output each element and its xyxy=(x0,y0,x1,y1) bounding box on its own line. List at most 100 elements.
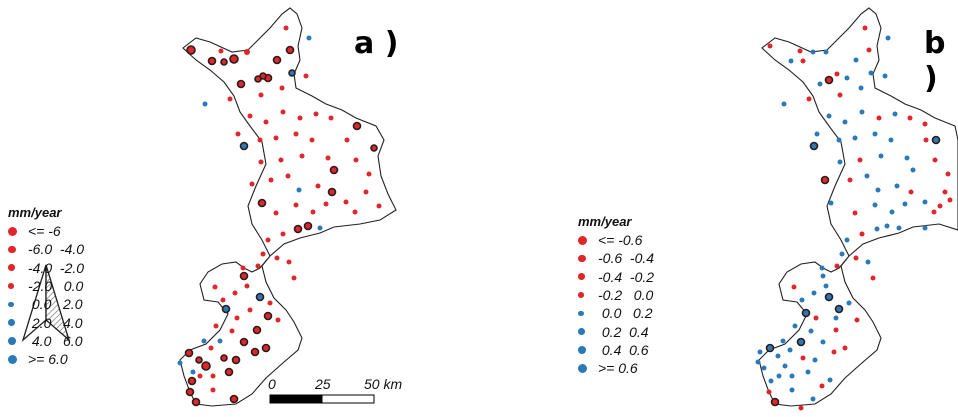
legend-title-b: mm/year xyxy=(578,214,632,229)
station-point xyxy=(285,173,291,179)
station-point xyxy=(296,187,302,193)
station-point xyxy=(244,49,250,55)
station-point xyxy=(249,181,255,187)
station-point xyxy=(293,202,299,208)
station-point xyxy=(875,187,881,193)
station-point xyxy=(889,209,895,215)
legend-label: -0.6 -0.4 xyxy=(598,250,655,267)
station-point xyxy=(872,131,878,137)
legend-entry: >= 6.0 xyxy=(8,350,84,368)
station-point xyxy=(255,292,265,302)
station-point xyxy=(837,159,843,165)
legend-title-a: mm/year xyxy=(8,205,62,220)
station-point xyxy=(218,48,224,54)
station-point xyxy=(834,263,840,269)
station-point xyxy=(820,273,826,279)
legend-entry: <= -0.6 xyxy=(578,231,654,249)
station-point xyxy=(842,345,848,351)
station-point xyxy=(366,171,372,177)
station-point xyxy=(254,75,262,83)
station-point xyxy=(297,115,303,121)
station-point xyxy=(820,339,826,345)
station-point xyxy=(267,300,273,306)
station-point xyxy=(857,157,863,163)
station-point xyxy=(279,85,285,91)
station-point xyxy=(291,275,297,281)
station-point xyxy=(177,360,183,366)
station-point xyxy=(229,394,239,404)
legend-b: mm/year <= -0.6 -0.6 -0.4 -0.4 -0.2 -0.2 0.… xyxy=(578,214,654,377)
legend-symbol xyxy=(578,254,598,263)
station-point xyxy=(801,308,811,318)
station-point xyxy=(278,157,284,163)
station-point xyxy=(791,284,797,290)
station-point xyxy=(844,237,850,243)
station-point xyxy=(922,225,928,231)
station-point xyxy=(273,135,279,141)
station-point xyxy=(865,259,871,265)
legend-label: >= 6.0 xyxy=(28,351,68,368)
station-point xyxy=(265,237,271,243)
station-point xyxy=(808,328,814,334)
station-point xyxy=(800,355,806,361)
station-point xyxy=(190,369,196,375)
station-point xyxy=(947,197,953,203)
station-point xyxy=(876,115,882,121)
station-point xyxy=(812,357,818,363)
station-point xyxy=(257,198,267,208)
station-point xyxy=(236,79,246,89)
station-point xyxy=(810,396,816,402)
legend-label: 0.0 2.0 xyxy=(28,296,83,313)
station-point xyxy=(231,355,241,365)
station-point xyxy=(858,85,864,91)
legend-symbol xyxy=(8,245,28,254)
station-point xyxy=(842,119,848,125)
station-point xyxy=(811,290,817,296)
legend-label: -2.0 0.0 xyxy=(28,278,84,295)
station-point xyxy=(306,35,312,41)
legend-entry: 0.2 0.4 xyxy=(578,322,654,340)
legend-label: 2.0 4.0 xyxy=(28,314,83,331)
station-point xyxy=(775,353,781,359)
legend-entry: -4.0 -2.0 xyxy=(8,259,84,277)
station-point xyxy=(184,348,194,358)
station-point xyxy=(937,203,943,209)
station-point xyxy=(866,47,872,53)
station-point xyxy=(217,338,223,344)
station-point xyxy=(227,96,233,102)
legend-entry: -0.6 -0.4 xyxy=(578,249,654,267)
legend-label: 4.0 6.0 xyxy=(28,332,83,349)
station-point xyxy=(780,338,786,344)
station-point xyxy=(299,153,305,159)
station-point xyxy=(862,25,868,31)
north-arrow-icon xyxy=(21,264,71,342)
scale-label-50: 50 km xyxy=(364,376,403,392)
station-point xyxy=(942,189,948,195)
station-point xyxy=(814,131,820,137)
legend-label: -0.2 0.0 xyxy=(598,287,654,304)
legend-entry: <= -6 xyxy=(8,222,84,240)
station-point xyxy=(286,259,292,265)
station-point xyxy=(275,317,281,323)
legend-entry: -0.4 -0.2 xyxy=(578,268,654,286)
station-point xyxy=(788,58,794,64)
station-point xyxy=(327,187,337,197)
station-point xyxy=(247,307,253,313)
station-point xyxy=(210,373,216,379)
legend-entry: >= 0.6 xyxy=(578,359,654,377)
station-point xyxy=(303,221,313,231)
station-point xyxy=(272,55,282,65)
station-point xyxy=(945,171,951,177)
legend-label: 0.0 0.2 xyxy=(598,305,653,322)
station-point xyxy=(191,397,201,407)
station-point xyxy=(329,165,339,175)
legend-symbol xyxy=(8,337,28,345)
legend-label: -6.0 -4.0 xyxy=(28,241,85,258)
station-point xyxy=(799,297,805,303)
station-point xyxy=(888,137,894,143)
station-point xyxy=(258,92,264,98)
station-point xyxy=(323,201,329,207)
station-point xyxy=(931,135,941,145)
station-point xyxy=(232,290,238,296)
legend-symbol xyxy=(8,226,28,236)
